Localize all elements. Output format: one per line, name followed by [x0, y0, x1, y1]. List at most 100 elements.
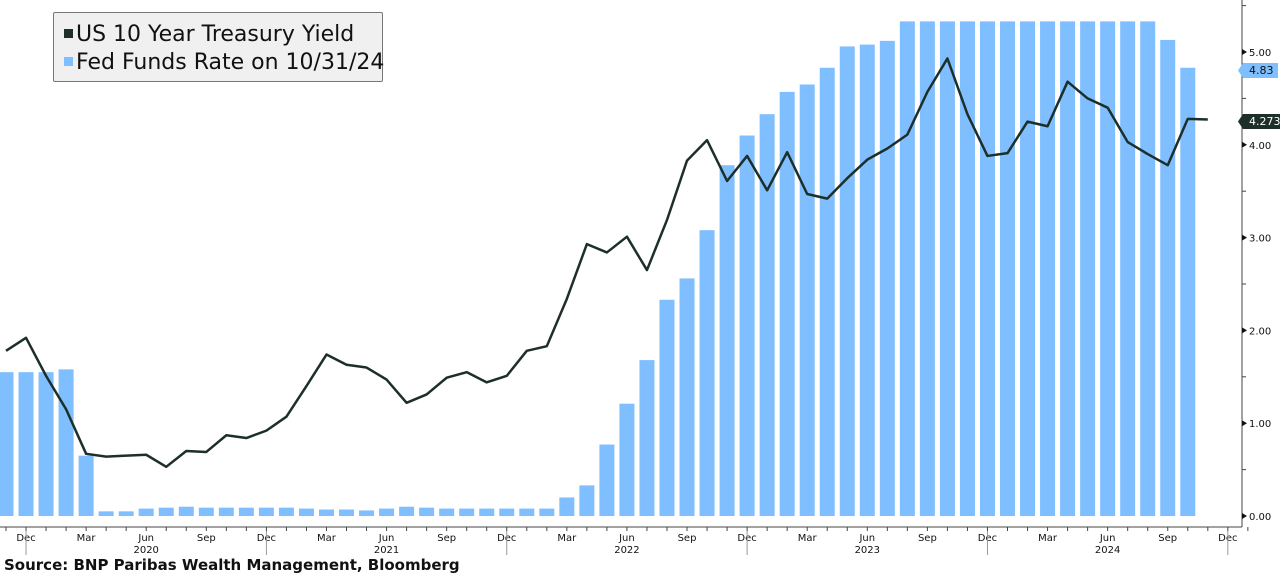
y-axis: 0.00 1.00 2.00 3.00 4.00 5.00: [1238, 0, 1271, 527]
year-label: 2022: [614, 545, 639, 556]
bar: [759, 114, 775, 517]
source-note: Source: BNP Paribas Wealth Management, B…: [4, 556, 460, 574]
legend-label: US 10 Year Treasury Yield: [76, 22, 355, 47]
y-tick-marker: [1242, 327, 1247, 334]
bar: [1080, 21, 1096, 516]
bar: [78, 455, 94, 516]
bar: [198, 507, 214, 516]
bar: [679, 278, 695, 516]
bar: [399, 506, 415, 516]
bar: [539, 508, 555, 516]
legend-swatch-line: [64, 28, 73, 38]
x-tick-label: Jun: [618, 533, 635, 544]
bar: [659, 299, 675, 516]
x-tick-label: Sep: [678, 533, 697, 544]
bar: [0, 372, 14, 516]
bar: [559, 497, 575, 516]
bar: [479, 508, 495, 516]
bar: [258, 507, 274, 516]
bar: [599, 444, 615, 516]
legend-item-treasury: US 10 Year Treasury Yield: [64, 21, 382, 49]
year-label: 2023: [855, 545, 880, 556]
bar-series: [0, 21, 1196, 517]
bar: [459, 508, 475, 516]
bar: [519, 508, 535, 516]
bar: [318, 509, 334, 516]
y-tick-label: 1.00: [1249, 419, 1271, 430]
x-tick-label: Jun: [858, 533, 875, 544]
bar: [719, 165, 735, 516]
y-tick-marker: [1242, 49, 1247, 55]
bar: [819, 67, 835, 516]
bar: [238, 507, 254, 516]
bar: [439, 508, 455, 516]
bar: [579, 485, 595, 516]
bar: [419, 507, 435, 516]
line-series: [5, 57, 1208, 469]
y-tick-label: 4.00: [1249, 141, 1271, 152]
bar: [1140, 21, 1156, 516]
bar: [178, 506, 194, 516]
bar: [58, 369, 74, 516]
bar: [38, 372, 54, 516]
bar: [339, 509, 355, 516]
y-tick-label: 0.00: [1249, 512, 1271, 523]
bar: [118, 511, 134, 516]
bar: [739, 135, 755, 516]
bar: [499, 508, 515, 516]
bar: [1060, 21, 1076, 516]
bar: [779, 91, 795, 517]
bar: [218, 507, 234, 516]
x-axis: Dec Mar Jun Sep Dec Mar Jun Sep Dec Mar Jun Sep Dec M…: [0, 526, 1249, 556]
tag-arrow-line: [1238, 114, 1243, 129]
legend: US 10 Year Treasury Yield Fed Funds Rate…: [53, 12, 385, 82]
legend-item-fed-funds: Fed Funds Rate on 10/31/24: [64, 49, 385, 77]
y-tick-marker: [1242, 234, 1247, 241]
bar: [1040, 21, 1056, 516]
x-tick-label: Jun: [1099, 533, 1116, 544]
bar: [18, 372, 34, 516]
x-tick-label: Jun: [378, 533, 395, 544]
legend-label: Fed Funds Rate on 10/31/24: [76, 50, 385, 75]
legend-swatch-bar: [64, 56, 73, 66]
x-tick-label: Sep: [1158, 533, 1177, 544]
bar: [1180, 67, 1196, 516]
bar: [1120, 21, 1136, 516]
x-tick-label: Sep: [437, 533, 456, 544]
bar: [839, 46, 855, 516]
bar: [1020, 21, 1036, 516]
year-label: 2020: [133, 545, 158, 556]
y-tick-marker: [1242, 420, 1247, 427]
bar: [699, 230, 715, 516]
last-value-tag-bar: 4.83: [1243, 63, 1278, 78]
last-value-tag-line: 4.2732: [1243, 114, 1280, 129]
x-tick-label: Sep: [197, 533, 216, 544]
bar: [919, 21, 935, 516]
x-tick-label: Mar: [557, 533, 577, 544]
y-tick-marker: [1242, 141, 1247, 148]
bar: [359, 510, 375, 516]
bar: [278, 507, 294, 516]
bar: [379, 508, 395, 516]
x-tick-label: Mar: [1038, 533, 1058, 544]
bar: [639, 360, 655, 516]
bar: [98, 511, 114, 516]
bar: [1100, 21, 1116, 516]
x-tick-label: Sep: [918, 533, 937, 544]
bar: [859, 44, 875, 517]
x-tick-label: Mar: [798, 533, 818, 544]
bar: [879, 40, 895, 516]
bar: [979, 21, 995, 516]
bar: [619, 403, 635, 516]
x-tick-label: Mar: [77, 533, 97, 544]
bar: [138, 508, 154, 516]
year-label: 2021: [374, 545, 399, 556]
bar: [298, 508, 314, 516]
tag-arrow-bar: [1238, 63, 1243, 78]
bar: [1000, 21, 1015, 516]
x-tick-label: Jun: [137, 533, 154, 544]
bar: [959, 21, 975, 516]
y-tick-label: 3.00: [1249, 234, 1271, 245]
y-tick-label: 5.00: [1249, 48, 1271, 59]
